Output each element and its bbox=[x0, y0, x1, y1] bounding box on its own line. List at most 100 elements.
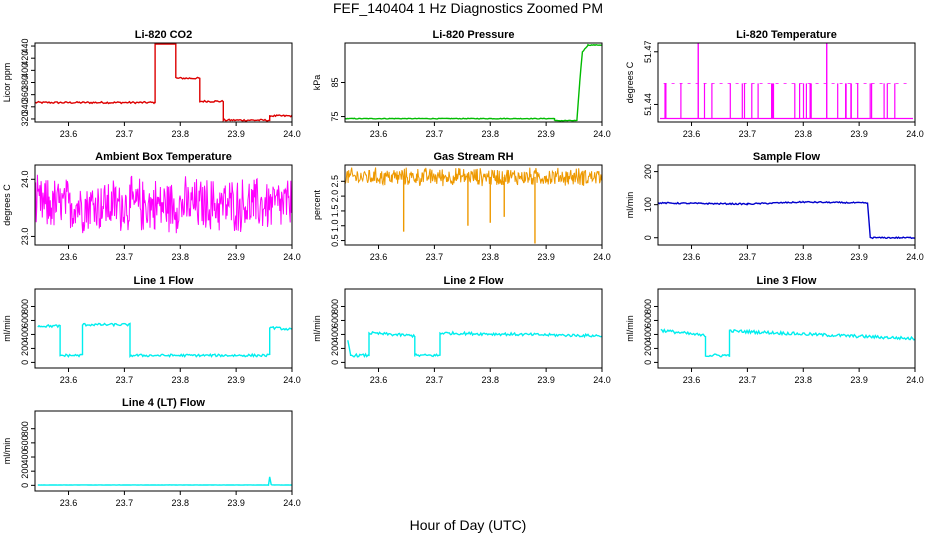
x-tick-label: 23.8 bbox=[171, 252, 189, 262]
panel-title: Gas Stream RH bbox=[433, 151, 513, 163]
panel-10: Line 4 (LT) Flow 23.6 23.7 23.8 23.9 24.0 0 200… bbox=[2, 397, 301, 508]
panel-4: Ambient Box Temperature 23.6 23.7 23.8 23.9 2… bbox=[2, 151, 301, 262]
y-axis-label: degrees C bbox=[2, 184, 12, 226]
panel-title: Li-820 Temperature bbox=[736, 29, 837, 41]
y-tick-label: 800 bbox=[20, 299, 30, 314]
x-tick-label: 23.9 bbox=[850, 129, 868, 139]
panel-7: Line 1 Flow 23.6 23.7 23.8 23.9 24.0 0 20040060… bbox=[2, 275, 301, 385]
series-line bbox=[660, 328, 916, 358]
y-tick-label: 0 bbox=[643, 235, 653, 240]
series-line bbox=[37, 322, 293, 358]
panel-frame bbox=[34, 410, 293, 492]
x-tick-label: 23.6 bbox=[683, 375, 701, 385]
y-tick-label: 0 bbox=[20, 360, 30, 365]
figure-xlabel: Hour of Day (UTC) bbox=[409, 517, 527, 533]
x-tick-label: 23.7 bbox=[116, 375, 134, 385]
y-tick-label: 400 bbox=[20, 327, 30, 342]
y-tick-label: 85 bbox=[330, 77, 340, 87]
series-line bbox=[37, 476, 293, 486]
y-axis-label: ml/min bbox=[625, 315, 635, 342]
x-tick-label: 23.8 bbox=[794, 375, 812, 385]
panel-frame bbox=[344, 288, 603, 369]
y-tick-label: 400 bbox=[330, 327, 340, 342]
panel-title: Line 3 Flow bbox=[757, 275, 817, 287]
series-line bbox=[657, 200, 916, 240]
y-axis-label: ml/min bbox=[2, 315, 12, 342]
x-tick-label: 23.6 bbox=[683, 252, 701, 262]
x-tick-label: 24.0 bbox=[283, 129, 301, 139]
x-tick-label: 23.9 bbox=[850, 375, 868, 385]
x-tick-label: 23.9 bbox=[537, 129, 555, 139]
panel-frame bbox=[34, 164, 293, 246]
x-tick-label: 23.6 bbox=[370, 375, 388, 385]
series-line bbox=[344, 167, 603, 187]
x-tick-label: 23.7 bbox=[426, 375, 444, 385]
y-tick-label: 24.0 bbox=[20, 171, 30, 189]
y-tick-label: 200 bbox=[330, 341, 340, 356]
x-tick-label: 23.9 bbox=[227, 375, 245, 385]
y-tick-label: 440 bbox=[20, 39, 30, 54]
y-tick-label: 23.0 bbox=[20, 228, 30, 246]
x-tick-label: 23.8 bbox=[794, 129, 812, 139]
y-tick-label: 400 bbox=[20, 450, 30, 465]
x-tick-label: 23.6 bbox=[60, 498, 78, 508]
x-tick-label: 23.6 bbox=[370, 129, 388, 139]
y-tick-label: 380 bbox=[20, 75, 30, 90]
x-tick-label: 23.8 bbox=[481, 252, 499, 262]
y-tick-label: 800 bbox=[643, 299, 653, 314]
panel-frame bbox=[344, 42, 603, 123]
y-axis-label: percent bbox=[312, 189, 322, 220]
x-tick-label: 23.6 bbox=[60, 375, 78, 385]
panel-5: Gas Stream RH 23.6 23.7 23.8 23.9 24.0 0.5 1.01… bbox=[312, 151, 611, 262]
x-tick-label: 23.7 bbox=[739, 252, 757, 262]
x-tick-label: 23.7 bbox=[739, 375, 757, 385]
x-tick-label: 23.7 bbox=[116, 498, 134, 508]
y-tick-label: 600 bbox=[20, 435, 30, 450]
x-tick-label: 23.9 bbox=[227, 129, 245, 139]
panel-1: Li-820 CO2 23.6 23.7 23.8 23.9 24.0 3203403603… bbox=[2, 29, 301, 139]
y-tick-label: 600 bbox=[643, 313, 653, 328]
panel-frame bbox=[34, 42, 293, 123]
panel-6: Sample Flow 23.6 23.7 23.8 23.9 24.0 0 100 200 ml… bbox=[625, 151, 924, 262]
x-tick-label: 24.0 bbox=[593, 375, 611, 385]
x-tick-label: 23.6 bbox=[370, 252, 388, 262]
y-tick-label: 600 bbox=[330, 313, 340, 328]
y-tick-label: 320 bbox=[20, 111, 30, 126]
x-tick-label: 23.7 bbox=[426, 252, 444, 262]
x-tick-label: 23.7 bbox=[116, 252, 134, 262]
panel-title: Ambient Box Temperature bbox=[95, 151, 232, 163]
y-tick-label: 400 bbox=[643, 327, 653, 342]
y-tick-label: 51.47 bbox=[643, 41, 653, 64]
y-tick-label: 200 bbox=[20, 341, 30, 356]
y-tick-label: 75 bbox=[330, 112, 340, 122]
series-line bbox=[34, 43, 293, 123]
panel-9: Line 3 Flow 23.6 23.7 23.8 23.9 24.0 0 20040060… bbox=[625, 275, 924, 385]
x-tick-label: 23.8 bbox=[171, 129, 189, 139]
y-tick-label: 800 bbox=[20, 421, 30, 436]
y-tick-label: 0.5 bbox=[330, 234, 340, 247]
x-tick-label: 23.6 bbox=[60, 129, 78, 139]
x-tick-label: 23.7 bbox=[739, 129, 757, 139]
x-tick-label: 24.0 bbox=[593, 129, 611, 139]
x-tick-label: 23.7 bbox=[116, 129, 134, 139]
series-line bbox=[34, 174, 293, 234]
series-line bbox=[344, 43, 603, 122]
y-tick-label: 1.0 bbox=[330, 219, 340, 232]
series-line bbox=[347, 330, 603, 358]
y-tick-label: 1.5 bbox=[330, 205, 340, 218]
y-tick-label: 800 bbox=[330, 299, 340, 314]
x-tick-label: 24.0 bbox=[906, 252, 924, 262]
x-tick-label: 24.0 bbox=[906, 129, 924, 139]
x-tick-label: 23.8 bbox=[481, 129, 499, 139]
x-tick-label: 24.0 bbox=[593, 252, 611, 262]
panel-title: Line 2 Flow bbox=[444, 275, 504, 287]
y-axis-label: Licor ppm bbox=[2, 63, 12, 103]
y-axis-label: degrees C bbox=[625, 61, 635, 103]
y-tick-label: 2.0 bbox=[330, 190, 340, 203]
panel-2: Li-820 Pressure 23.6 23.7 23.8 23.9 24.0 75 85 k… bbox=[312, 29, 611, 139]
x-tick-label: 23.9 bbox=[227, 252, 245, 262]
y-tick-label: 0 bbox=[330, 360, 340, 365]
panel-frame bbox=[657, 42, 916, 123]
x-tick-label: 23.8 bbox=[171, 498, 189, 508]
y-axis-label: ml/min bbox=[2, 438, 12, 465]
